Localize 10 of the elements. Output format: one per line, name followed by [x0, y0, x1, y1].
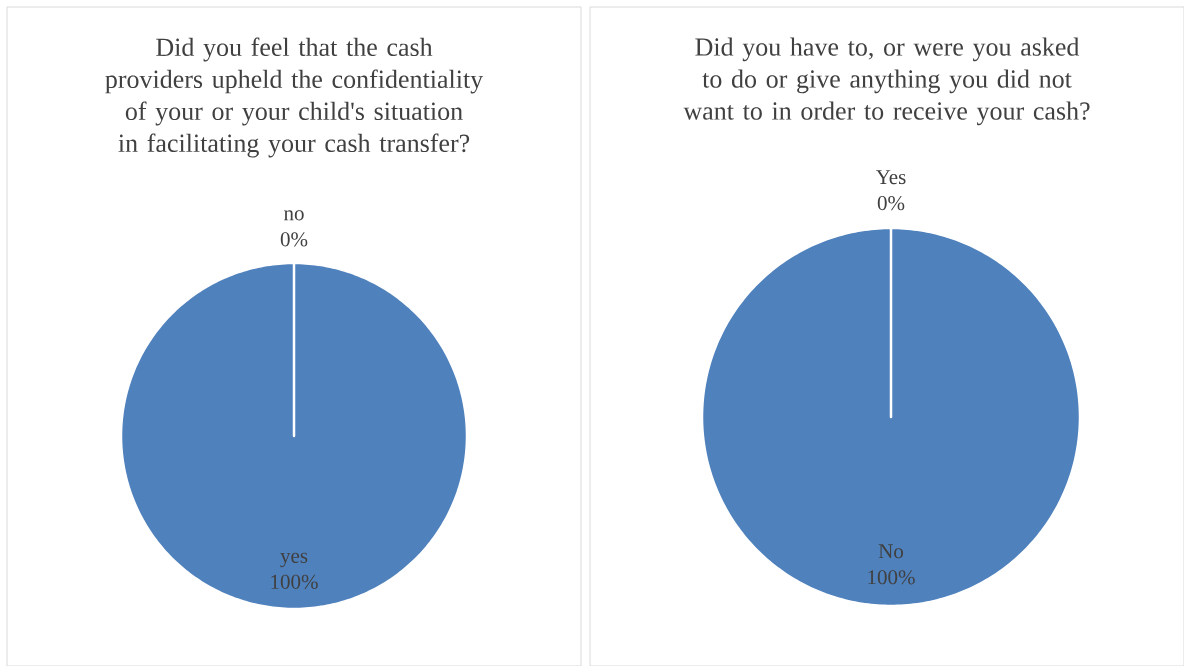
data-label: 100% — [271, 574, 318, 589]
slice-label: No — [878, 544, 904, 559]
chart-title: Did you have to, or were you asked to do or give anything you did not want to in order to receive your cash? — [683, 37, 1090, 126]
data-label: 100% — [868, 570, 915, 585]
text: 0% — [877, 195, 905, 211]
chart-title: Did you feel that the cash providers upheld the confidentiality of your or your child's situation in facilitating your cash transfer? — [105, 37, 484, 158]
text: 0% — [280, 232, 308, 247]
category-label: Yes — [875, 170, 906, 185]
slice-label: yes — [280, 552, 308, 568]
category-label: no — [284, 210, 304, 221]
